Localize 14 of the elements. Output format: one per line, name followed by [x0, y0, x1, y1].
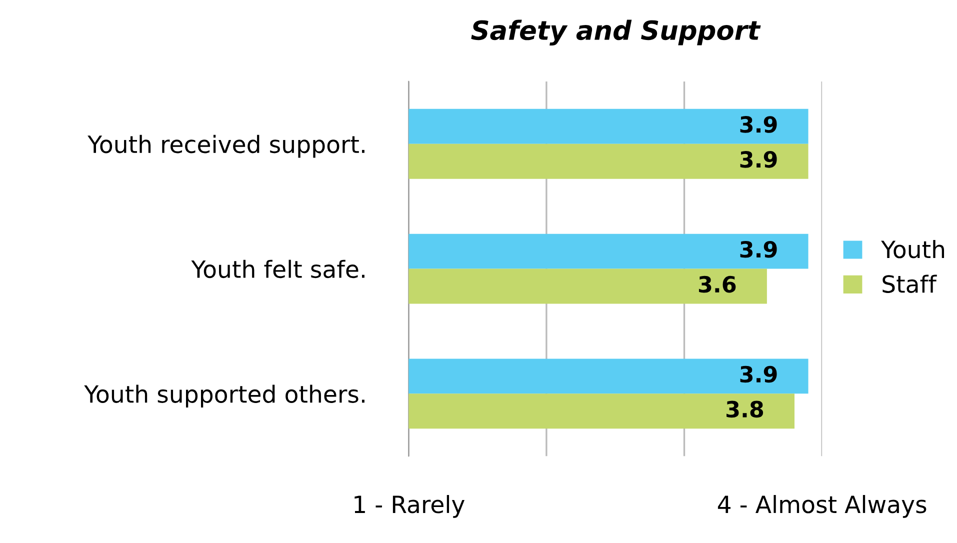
- x-tick-label: 4 - Almost Always: [718, 495, 926, 518]
- data-label: 3.9: [740, 116, 777, 133]
- chart-title: Safety and Support: [471, 20, 761, 46]
- data-label: 3.8: [726, 400, 764, 418]
- legend-label: Staff: [882, 274, 937, 293]
- y-tick-label: Youth supported others.: [84, 384, 364, 408]
- y-tick-label: Youth felt safe.: [191, 260, 364, 278]
- data-label: 3.9: [740, 240, 777, 258]
- data-label: 3.9: [740, 151, 777, 168]
- legend-label: Youth: [881, 240, 944, 258]
- y-tick-label: Youth received support.: [88, 134, 364, 158]
- data-label: 3.9: [740, 366, 777, 383]
- x-tick-label: 1 - Rarely: [354, 495, 464, 518]
- data-label: 3.6: [698, 276, 736, 293]
